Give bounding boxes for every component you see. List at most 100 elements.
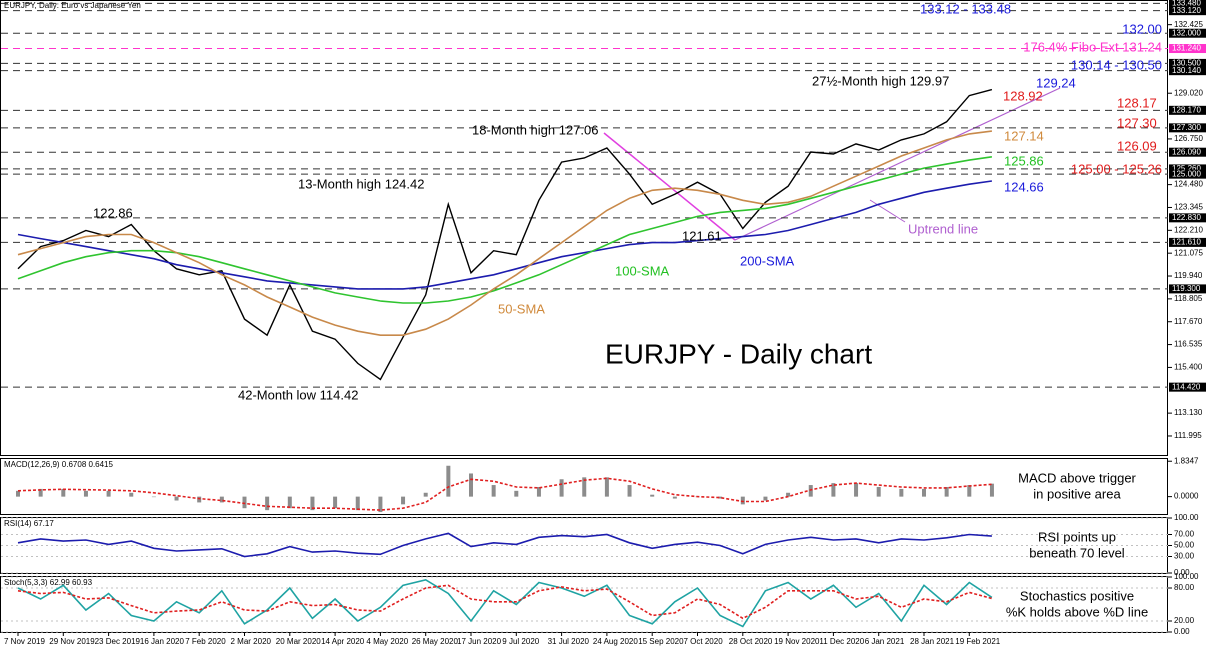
macd-bar xyxy=(627,485,632,497)
macd-bar xyxy=(989,483,994,497)
x-tick-label: 7 Feb 2020 xyxy=(185,637,226,646)
level-label-box xyxy=(1169,169,1206,179)
chart-title: EURJPY, Daily: Euro vs Japanese Yen xyxy=(4,1,141,10)
macd-bar xyxy=(536,486,541,497)
level-label-box xyxy=(1169,28,1206,38)
y-tick-label: 50.00 xyxy=(1174,541,1195,550)
main-panel-frame xyxy=(0,0,1168,456)
y-tick-label: 129.020 xyxy=(1174,88,1203,97)
y-tick-label: 1.8347 xyxy=(1174,456,1199,465)
annotation: 127.14 xyxy=(1004,128,1044,143)
uptrend-line xyxy=(734,87,1061,241)
y-tick-label: 132.425 xyxy=(1174,20,1203,29)
series-line xyxy=(17,130,992,336)
y-tick-label: 100.00 xyxy=(1174,572,1199,581)
level-label: 127.300 xyxy=(1172,123,1201,132)
annotation: 122.86 xyxy=(93,205,133,220)
level-label: 121.610 xyxy=(1172,238,1201,247)
macd-bar xyxy=(423,492,428,497)
x-tick-label: 7 Nov 2019 xyxy=(4,637,45,646)
macd-bar xyxy=(333,496,338,509)
headline: EURJPY - Daily chart xyxy=(605,338,872,369)
macd-bar xyxy=(219,496,224,503)
y-tick-label: 115.400 xyxy=(1174,363,1203,372)
annotation: 100-SMA xyxy=(615,263,670,278)
y-tick-label: 70.00 xyxy=(1174,530,1195,539)
level-label: 114.420 xyxy=(1172,382,1201,391)
panel-annotation: beneath 70 level xyxy=(1029,545,1125,560)
y-tick-label: 118.805 xyxy=(1174,294,1203,303)
macd-bar xyxy=(265,496,270,511)
uptrend-pointer xyxy=(869,199,906,223)
level-label: 119.300 xyxy=(1172,284,1201,293)
macd-bar xyxy=(876,486,881,497)
level-label: 133.480 xyxy=(1172,0,1201,8)
x-tick-label: 28 Jan 2021 xyxy=(910,637,955,646)
macd-bar xyxy=(808,485,813,497)
level-label-box xyxy=(1169,284,1206,294)
y-tick-label: 113.130 xyxy=(1174,408,1203,417)
level-label-box xyxy=(1169,0,1206,8)
x-tick-label: 24 Aug 2020 xyxy=(593,637,638,646)
annotation: 200-SMA xyxy=(740,253,795,268)
annotation: 121.61 xyxy=(682,228,722,243)
level-label-box xyxy=(1169,105,1206,115)
macd-bar xyxy=(967,485,972,497)
macd-bar xyxy=(83,490,88,497)
macd-bar xyxy=(944,486,949,497)
level-label-box xyxy=(1169,147,1206,157)
y-tick-label: 111.995 xyxy=(1174,431,1202,440)
macd-bar xyxy=(559,479,564,497)
x-tick-label: 7 Oct 2020 xyxy=(684,637,724,646)
annotation: 128.17 xyxy=(1117,95,1157,110)
macd-bar xyxy=(151,496,156,498)
macd-bar xyxy=(16,490,20,497)
macd-bar xyxy=(355,496,360,511)
x-tick-label: 29 Nov 2019 xyxy=(49,637,95,646)
level-label-box xyxy=(1169,213,1206,223)
annotation: 18-Month high 127.06 xyxy=(472,122,598,137)
x-tick-label: 15 Sep 2020 xyxy=(638,637,684,646)
x-tick-label: 2 Mar 2020 xyxy=(231,637,272,646)
annotation: Uptrend line xyxy=(908,221,978,236)
x-tick-label: 16 Jan 2020 xyxy=(140,637,185,646)
macd-bar xyxy=(718,496,723,499)
level-label: 125.260 xyxy=(1172,164,1201,173)
y-tick-label: 124.480 xyxy=(1174,180,1203,189)
y-tick-label: 80.00 xyxy=(1174,583,1195,592)
annotation: 127.30 xyxy=(1117,115,1157,130)
panel-title: MACD(12,26,9) 0.6708 0.6415 xyxy=(4,460,114,469)
level-label-box xyxy=(1169,237,1206,247)
level-label: 125.000 xyxy=(1172,169,1201,178)
macd-bar xyxy=(106,490,111,497)
x-tick-label: 11 Dec 2020 xyxy=(819,637,864,646)
y-tick-label: 100.00 xyxy=(1174,513,1199,522)
y-tick-label: 0.00 xyxy=(1174,627,1190,636)
level-label-box xyxy=(1169,164,1206,174)
level-label: 122.830 xyxy=(1172,213,1201,222)
macd-bar xyxy=(922,488,926,497)
macd-bar xyxy=(514,490,519,497)
annotation: 50-SMA xyxy=(498,301,545,316)
macd-bar xyxy=(763,496,768,501)
level-label-box xyxy=(1169,66,1206,76)
x-tick-label: 31 Jul 2020 xyxy=(548,637,590,646)
panel-annotation: Stochastics positive xyxy=(1020,588,1134,603)
level-label: 130.140 xyxy=(1172,66,1201,75)
macd-bar xyxy=(38,488,43,497)
macd-bar xyxy=(242,496,247,509)
level-label-box xyxy=(1169,382,1206,392)
stoch-panel-frame xyxy=(0,576,1168,633)
series-line xyxy=(17,578,993,628)
level-label-box xyxy=(1169,58,1206,68)
x-tick-label: 26 May 2020 xyxy=(412,637,459,646)
annotation: 126.09 xyxy=(1117,138,1157,153)
level-label: 130.500 xyxy=(1172,59,1201,68)
panel-annotation: in positive area xyxy=(1033,486,1121,501)
x-tick-label: 19 Nov 2020 xyxy=(774,637,820,646)
x-tick-label: 4 May 2020 xyxy=(366,637,408,646)
x-tick-label: 20 Mar 2020 xyxy=(276,637,321,646)
macd-bar xyxy=(604,477,609,497)
